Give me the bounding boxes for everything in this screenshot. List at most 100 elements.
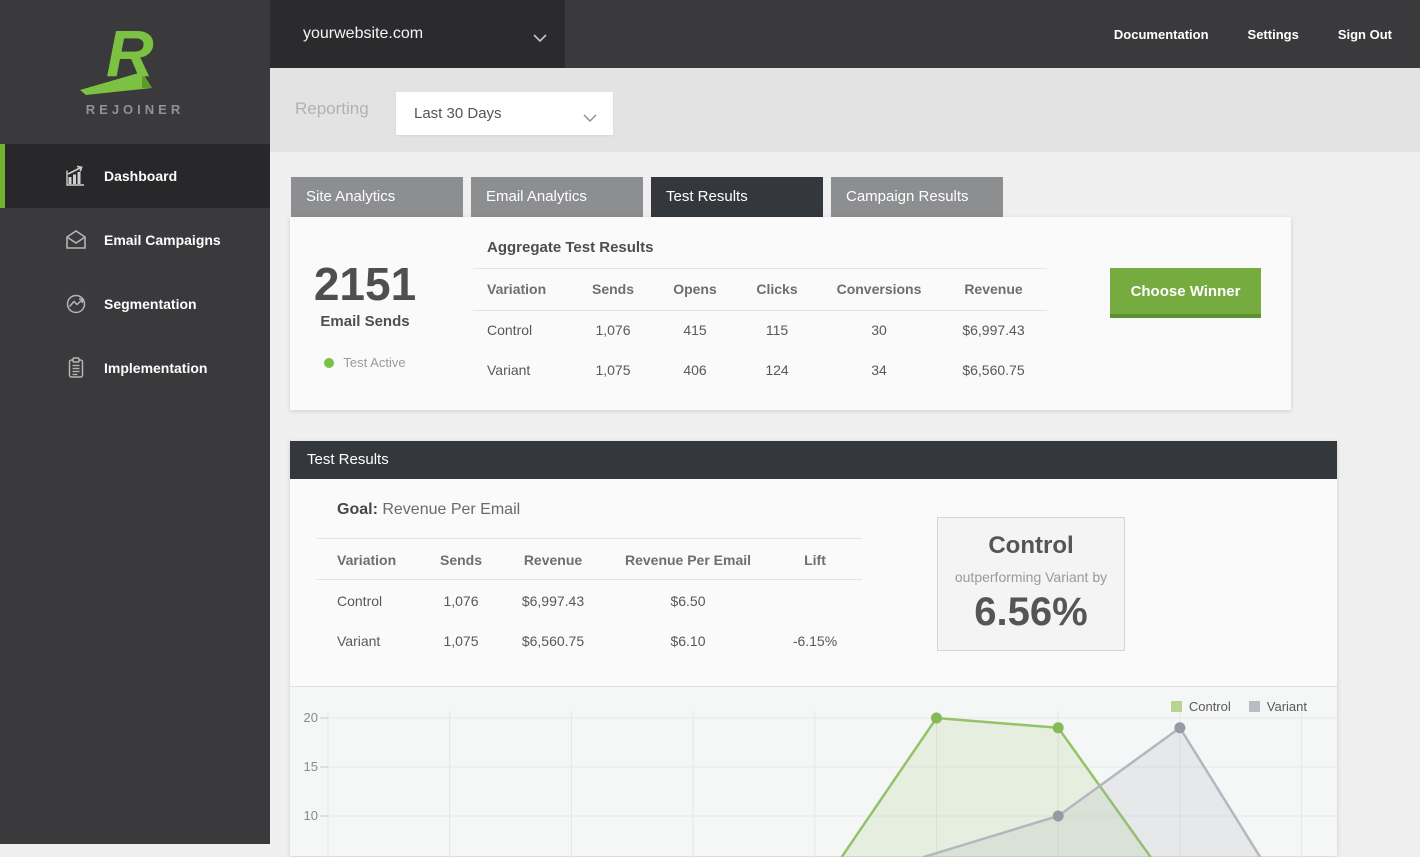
sidebar: R REJOINER Dashboard bbox=[0, 0, 270, 844]
table-header-row: Variation Sends Revenue Revenue Per Emai… bbox=[337, 552, 860, 568]
column-header: Variation bbox=[487, 281, 547, 297]
section-header-bar: Test Results bbox=[290, 441, 1337, 479]
control-swatch-icon bbox=[1170, 701, 1182, 712]
table-header-row: Variation Sends Opens Clicks Conversions… bbox=[487, 281, 1047, 297]
winner-name: Control bbox=[988, 532, 1074, 559]
email-sends-label: Email Sends bbox=[320, 313, 410, 330]
table-row: Control 1,076 415 115 30 $6,997.43 bbox=[487, 322, 1047, 338]
sidebar-item-segmentation[interactable]: Segmentation bbox=[0, 272, 270, 336]
sidebar-item-label: Dashboard bbox=[104, 168, 178, 184]
test-chart-svg bbox=[320, 711, 1337, 857]
sidebar-item-implementation[interactable]: Implementation bbox=[0, 336, 270, 400]
section-title: Test Results bbox=[307, 451, 389, 468]
sidebar-item-label: Implementation bbox=[104, 360, 208, 376]
column-header: Revenue bbox=[523, 552, 583, 568]
cell: -6.15% bbox=[792, 633, 838, 649]
cell: 415 bbox=[683, 322, 707, 338]
choose-winner-button[interactable]: Choose Winner bbox=[1110, 268, 1261, 318]
status-dot-icon bbox=[324, 357, 335, 368]
legend-label: Variant bbox=[1266, 699, 1307, 714]
cell: Control bbox=[337, 593, 383, 609]
bar-chart-icon bbox=[64, 164, 88, 188]
analytics-tabs: Site Analytics Email Analytics Test Resu… bbox=[291, 177, 1003, 217]
column-header: Revenue bbox=[964, 281, 1023, 297]
clipboard-icon bbox=[64, 356, 88, 380]
chevron-down-icon bbox=[533, 30, 547, 48]
sidebar-item-email-campaigns[interactable]: Email Campaigns bbox=[0, 208, 270, 272]
test-results-section: Test Results Goal: Revenue Per Email Var… bbox=[290, 441, 1337, 857]
winner-summary-box: Control outperforming Variant by 6.56% bbox=[937, 517, 1125, 651]
cell: $6,997.43 bbox=[962, 322, 1025, 338]
reporting-band: Reporting Last 30 Days bbox=[270, 68, 1420, 152]
test-results-body bbox=[290, 479, 1337, 686]
column-header: Lift bbox=[804, 552, 826, 568]
sidebar-nav: Dashboard Email Campaigns Segmentation bbox=[0, 144, 270, 400]
legend-item-variant: Variant bbox=[1248, 699, 1307, 714]
table-row: Variant 1,075 $6,560.75 $6.10 -6.15% bbox=[337, 633, 860, 649]
divider bbox=[473, 310, 1047, 311]
divider bbox=[317, 579, 862, 580]
cell: 30 bbox=[871, 322, 887, 338]
cell: 1,075 bbox=[595, 362, 631, 378]
cell: 1,076 bbox=[595, 322, 631, 338]
documentation-link[interactable]: Documentation bbox=[1113, 26, 1209, 42]
legend-item-control: Control bbox=[1170, 699, 1231, 714]
cell: 124 bbox=[765, 362, 789, 378]
cell: 1,075 bbox=[443, 633, 479, 649]
y-axis-tick: 15 bbox=[303, 759, 318, 774]
cell: $6,560.75 bbox=[962, 362, 1025, 378]
y-axis-tick: 10 bbox=[303, 808, 318, 823]
topbar: yourwebsite.com Documentation Settings S… bbox=[270, 0, 1420, 68]
date-range-dropdown[interactable]: Last 30 Days bbox=[396, 92, 613, 135]
column-header: Clicks bbox=[756, 281, 798, 297]
envelope-icon bbox=[64, 228, 88, 252]
cell: $6.50 bbox=[670, 593, 706, 609]
main-content: Site Analytics Email Analytics Test Resu… bbox=[270, 152, 1420, 857]
results-chart: 20 15 10 Control Variant bbox=[290, 686, 1337, 857]
aggregate-table-title: Aggregate Test Results bbox=[487, 239, 654, 256]
table-row: Variant 1,075 406 124 34 $6,560.75 bbox=[487, 362, 1047, 378]
sidebar-item-label: Email Campaigns bbox=[104, 232, 221, 248]
goal-value: Revenue Per Email bbox=[382, 501, 521, 518]
column-header: Revenue Per Email bbox=[624, 552, 752, 568]
chart-legend: Control Variant bbox=[1170, 699, 1307, 714]
goal-line: Goal: Revenue Per Email bbox=[337, 501, 520, 519]
trend-circle-icon bbox=[64, 292, 88, 316]
settings-link[interactable]: Settings bbox=[1247, 26, 1299, 42]
column-header: Opens bbox=[673, 281, 717, 297]
cell: $6.10 bbox=[670, 633, 706, 649]
email-sends-stat: 2151 Email Sends Test Active bbox=[290, 217, 440, 410]
status-text: Test Active bbox=[343, 355, 406, 370]
y-axis-tick: 20 bbox=[303, 710, 318, 725]
email-sends-value: 2151 bbox=[313, 258, 417, 310]
column-header: Sends bbox=[591, 281, 634, 297]
cell: $6,997.43 bbox=[521, 593, 585, 609]
sidebar-item-label: Segmentation bbox=[104, 296, 197, 312]
divider bbox=[473, 268, 1047, 269]
winner-lift-value: 6.56% bbox=[974, 590, 1088, 634]
tab-site-analytics[interactable]: Site Analytics bbox=[291, 177, 463, 217]
tab-email-analytics[interactable]: Email Analytics bbox=[471, 177, 643, 217]
legend-label: Control bbox=[1188, 699, 1231, 714]
cell: Control bbox=[487, 322, 533, 338]
cell: 115 bbox=[765, 322, 789, 338]
tab-campaign-results[interactable]: Campaign Results bbox=[831, 177, 1003, 217]
cell: Variant bbox=[337, 633, 381, 649]
divider bbox=[317, 538, 862, 539]
cell: $6,560.75 bbox=[521, 633, 585, 649]
topbar-links: Documentation Settings Sign Out bbox=[1114, 0, 1392, 68]
variant-swatch-icon bbox=[1248, 701, 1260, 712]
sign-out-link[interactable]: Sign Out bbox=[1337, 26, 1392, 42]
cell: 1,076 bbox=[443, 593, 479, 609]
goal-label: Goal: bbox=[337, 501, 378, 518]
column-header: Conversions bbox=[836, 281, 922, 297]
site-selector-value: yourwebsite.com bbox=[303, 25, 424, 42]
tab-test-results[interactable]: Test Results bbox=[651, 177, 823, 217]
site-selector-dropdown[interactable]: yourwebsite.com bbox=[270, 0, 565, 68]
test-status: Test Active bbox=[290, 355, 440, 370]
cell: Variant bbox=[487, 362, 531, 378]
column-header: Sends bbox=[439, 552, 482, 568]
sidebar-item-dashboard[interactable]: Dashboard bbox=[0, 144, 270, 208]
cell: 406 bbox=[683, 362, 707, 378]
svg-text:R: R bbox=[106, 16, 154, 90]
